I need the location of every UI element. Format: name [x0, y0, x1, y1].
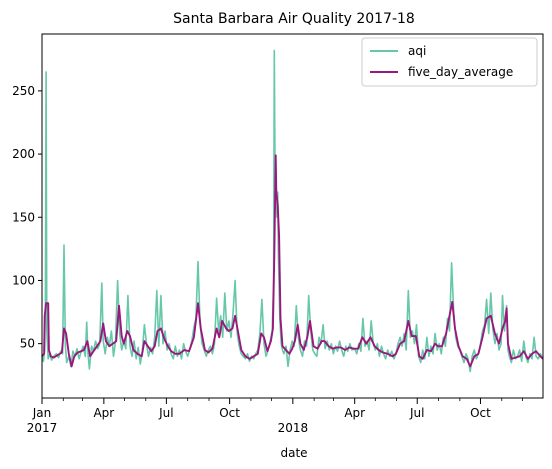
- y-tick-label: 50: [20, 337, 35, 351]
- plot-frame: [41, 33, 544, 399]
- x-tick-label: Jul: [158, 406, 173, 420]
- legend: aqi five_day_average: [361, 37, 538, 87]
- x-tick-year-label: 2018: [278, 421, 309, 435]
- plot-area: [41, 49, 544, 373]
- x-tick-label: Jul: [409, 406, 424, 420]
- chart-title: Santa Barbara Air Quality 2017-18: [173, 11, 415, 27]
- x-axis-label: date: [280, 446, 307, 460]
- y-tick-label: 150: [12, 210, 35, 224]
- y-tick-label: 100: [12, 273, 35, 287]
- x-tick-label: Oct: [219, 406, 240, 420]
- legend-label-five-day-average: five_day_average: [408, 65, 513, 79]
- legend-box: [361, 37, 538, 87]
- y-tick-label: 250: [12, 84, 35, 98]
- series-line-five-day-average: [41, 154, 544, 368]
- x-tick-label: Jan: [32, 406, 52, 420]
- y-tick-label: 200: [12, 147, 35, 161]
- y-axis: 50 100 150 200 250: [12, 84, 42, 351]
- x-tick-label: Apr: [93, 406, 114, 420]
- x-tick-year-label: 2017: [27, 421, 58, 435]
- legend-label-aqi: aqi: [408, 44, 426, 58]
- x-tick-label: Apr: [344, 406, 365, 420]
- x-tick-label: Oct: [470, 406, 491, 420]
